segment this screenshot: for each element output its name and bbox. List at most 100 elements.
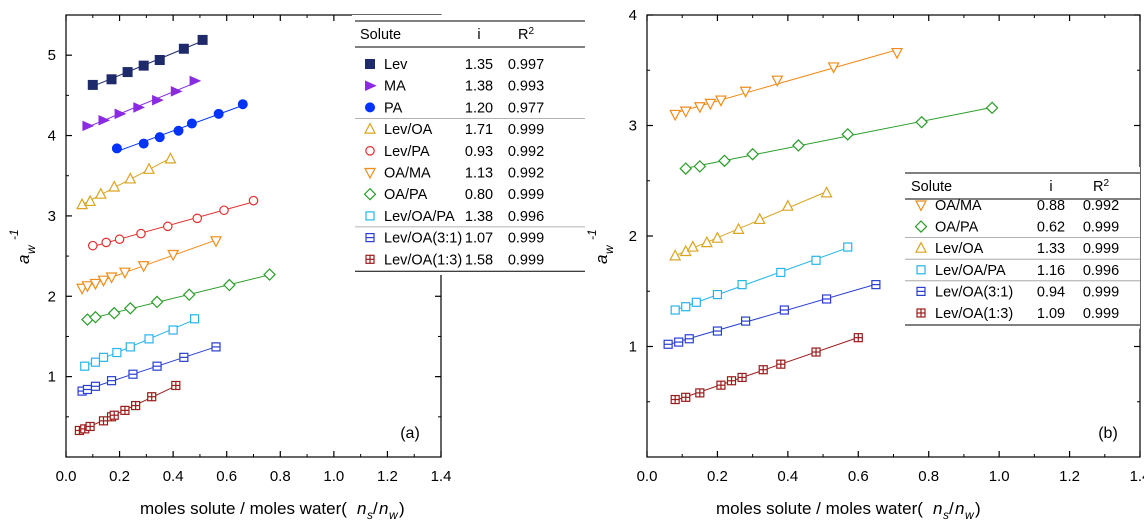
data-point bbox=[695, 388, 705, 398]
data-point bbox=[189, 314, 200, 324]
table-header-r2-sup: 2 bbox=[528, 26, 534, 37]
data-point bbox=[150, 295, 164, 309]
data-point bbox=[105, 272, 118, 284]
data-point bbox=[740, 316, 751, 326]
table-row: PA 1.20 0.977 bbox=[365, 100, 544, 116]
data-point bbox=[669, 249, 682, 261]
legend-marker bbox=[365, 80, 377, 91]
y-tick-label: 2 bbox=[48, 288, 56, 305]
data-point bbox=[128, 369, 138, 379]
y-axis-title-b-sup: -1 bbox=[585, 229, 599, 240]
x-tick-label: 0.0 bbox=[56, 468, 77, 485]
table-cell-i: 1.33 bbox=[1037, 241, 1065, 257]
data-point bbox=[714, 95, 727, 107]
panel-label-a: (a) bbox=[400, 425, 420, 442]
table-cell-r2: 0.977 bbox=[508, 100, 544, 116]
y-axis-title-b: a w -1 bbox=[585, 229, 616, 264]
table-row: MA 1.38 0.993 bbox=[365, 79, 544, 95]
x-axis-title-b-ns-sub: s bbox=[943, 508, 949, 522]
data-point bbox=[211, 342, 221, 352]
series-lev-oa-pa bbox=[80, 314, 200, 371]
x-tick-label: 0.4 bbox=[163, 468, 184, 485]
data-point bbox=[125, 342, 135, 352]
data-point bbox=[711, 231, 724, 243]
fit-line bbox=[675, 247, 848, 311]
table-cell-r2: 0.999 bbox=[1083, 284, 1119, 300]
legend-marker bbox=[365, 211, 375, 221]
data-point bbox=[263, 268, 276, 281]
x-axis-title-a-nw: n bbox=[379, 499, 388, 518]
table-cell-solute: Lev/OA(3:1) bbox=[935, 284, 1013, 300]
y-tick-label: 4 bbox=[48, 128, 56, 145]
table-row: OA/PA 0.80 0.999 bbox=[363, 187, 544, 203]
y-axis-title-a-sub: w bbox=[24, 244, 38, 254]
legend-marker bbox=[916, 308, 926, 318]
data-point bbox=[171, 380, 181, 391]
data-point bbox=[219, 205, 229, 216]
data-point bbox=[827, 62, 840, 74]
table-cell-r2: 0.999 bbox=[508, 187, 544, 203]
data-point bbox=[739, 86, 752, 99]
data-point bbox=[114, 108, 127, 120]
series-oa-pa bbox=[81, 268, 276, 326]
legend-marker bbox=[364, 167, 376, 180]
y-tick-label: 2 bbox=[629, 228, 637, 245]
x-axis-title-b-slash: / bbox=[949, 499, 954, 518]
y-tick-label: 3 bbox=[48, 208, 56, 225]
data-series-b bbox=[663, 47, 999, 405]
data-point bbox=[686, 240, 699, 252]
x-tick-label: 1.2 bbox=[377, 468, 398, 485]
data-point bbox=[821, 294, 832, 304]
series-lev-oa-pa bbox=[670, 242, 853, 315]
table-cell-i: 0.94 bbox=[1037, 284, 1065, 300]
data-point bbox=[891, 47, 904, 60]
legend-marker bbox=[363, 187, 377, 201]
data-point bbox=[746, 147, 759, 161]
table-cell-r2: 0.999 bbox=[1083, 220, 1119, 236]
table-cell-r2: 0.992 bbox=[508, 144, 544, 160]
data-point bbox=[168, 325, 178, 335]
data-point bbox=[152, 361, 162, 371]
data-point bbox=[684, 334, 694, 344]
data-point bbox=[841, 127, 855, 141]
table-header-i: i bbox=[477, 27, 480, 43]
table-cell-i: 0.88 bbox=[1037, 198, 1065, 214]
data-point bbox=[693, 160, 707, 173]
data-point bbox=[843, 242, 853, 252]
data-point bbox=[144, 334, 154, 344]
table-row: Lev/PA 0.93 0.992 bbox=[365, 144, 544, 160]
table-cell-r2: 0.997 bbox=[508, 57, 544, 73]
table-cell-r2: 0.996 bbox=[508, 209, 544, 225]
series-lev-oa-3-1- bbox=[77, 342, 221, 396]
data-point bbox=[670, 394, 680, 405]
series-oa-ma bbox=[669, 47, 904, 122]
data-point bbox=[820, 186, 833, 198]
table-cell-i: 1.09 bbox=[1037, 306, 1065, 322]
data-point bbox=[853, 333, 863, 343]
data-point bbox=[179, 352, 189, 362]
series-ma bbox=[82, 75, 202, 132]
x-axis-title-a: moles solute / moles water( n s / n w ) bbox=[140, 499, 405, 522]
data-point bbox=[693, 102, 706, 114]
series-lev-oa bbox=[669, 186, 833, 261]
legend-marker bbox=[365, 233, 375, 243]
table-cell-solute: OA/MA bbox=[384, 166, 431, 182]
data-point bbox=[90, 381, 101, 391]
y-axis-title-a: a w -1 bbox=[7, 229, 38, 264]
table-cell-solute: Lev/OA/PA bbox=[935, 263, 1006, 279]
table-row: OA/MA 0.88 0.992 bbox=[915, 198, 1119, 214]
x-tick-label: 1.4 bbox=[1130, 468, 1144, 485]
table-cell-solute: Lev/PA bbox=[384, 144, 430, 160]
data-point bbox=[189, 75, 202, 87]
data-point bbox=[771, 75, 784, 87]
data-point bbox=[192, 213, 203, 224]
data-point bbox=[670, 305, 680, 315]
data-point bbox=[691, 297, 701, 307]
series-lev-oa-3-1- bbox=[663, 280, 881, 349]
x-tick-label: 0.2 bbox=[109, 468, 130, 485]
x-axis-title-a-slash: / bbox=[373, 499, 378, 518]
data-point bbox=[112, 347, 122, 358]
